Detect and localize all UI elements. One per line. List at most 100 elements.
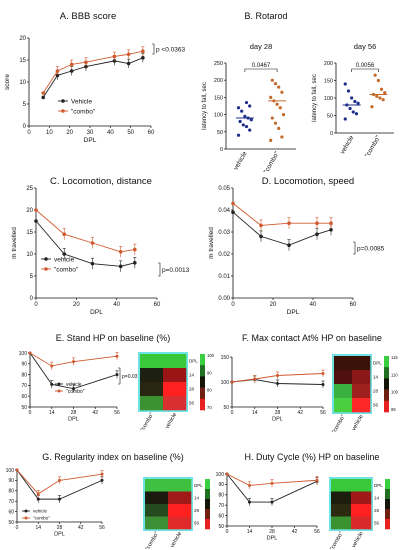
legend-marker-G (24, 516, 28, 520)
x-tick-label-F: 28 (275, 410, 281, 416)
data-point-B1 (249, 118, 253, 122)
chart-title-G: G. Regularity index on baseline (%) (42, 452, 184, 462)
data-point-B2 (356, 101, 360, 105)
heatmap-cell-E_heat (163, 368, 187, 383)
data-point-A (141, 49, 145, 53)
x-tick-label-D: 0 (231, 302, 235, 308)
data-point-D (287, 221, 291, 225)
data-point-F (253, 377, 257, 381)
x-tick-label-H: 42 (292, 529, 298, 535)
heatmap-x-label-E_heat: "combo" (140, 412, 155, 433)
data-point-G (58, 497, 61, 501)
heatmap-cell-E_heat (140, 354, 164, 369)
heatmap-row-label-E_heat: 28 (189, 387, 195, 392)
y-tick-label-B2: 0 (330, 131, 333, 137)
y-tick-label-G: 90 (8, 478, 14, 484)
colorbar-segment-E_heat (200, 354, 205, 366)
data-point-B1 (248, 104, 252, 108)
y-tick-label-G: 50 (8, 520, 14, 526)
data-point-B2 (376, 78, 380, 83)
x-tick-label-H: 28 (269, 529, 275, 535)
y-axis-label-A: score (4, 74, 11, 90)
heatmap-row-label-E_heat: 56 (189, 401, 195, 406)
data-point-B2 (354, 112, 359, 116)
data-point-C (62, 252, 67, 256)
y-axis-label-B2: latency to fall, sec (312, 74, 318, 122)
data-point-D (259, 234, 263, 239)
heatmap-cell-H_heat (331, 479, 352, 492)
colorbar-segment-F_heat (384, 356, 389, 368)
data-point-B2 (375, 94, 379, 98)
colorbar-segment-H_heat (385, 499, 390, 510)
data-point-E (50, 382, 54, 386)
y-tick-label-H: 60 (218, 513, 224, 519)
data-point-C (90, 261, 95, 266)
colorbar-label-E_heat: 100 (207, 353, 215, 358)
colorbar-segment-H_heat (385, 509, 390, 520)
x-tick-label-E: 42 (92, 410, 98, 416)
data-point-B1 (270, 78, 274, 82)
data-point-B1 (273, 82, 278, 86)
data-point-A (84, 60, 88, 64)
data-point-B1 (244, 125, 249, 129)
data-point-B2 (373, 73, 377, 77)
data-point-B1 (275, 102, 279, 106)
data-point-C (62, 232, 67, 236)
significance-bracket-B1 (244, 68, 278, 72)
y-tick-label-E: 100 (19, 351, 28, 357)
data-point-B1 (281, 113, 286, 117)
heatmap-cell-E_heat (163, 354, 187, 369)
y-tick-label-C: 20 (26, 208, 33, 214)
colorbar-segment-G_heat (205, 499, 210, 510)
y-tick-label-D: 0.05 (218, 186, 230, 192)
y-tick-label-H: 100 (216, 472, 225, 478)
data-point-A (141, 56, 145, 60)
data-point-B2 (379, 87, 384, 91)
legend-marker-C (44, 257, 48, 261)
colorbar-segment-E_heat (200, 398, 205, 411)
colorbar-segment-G_heat (205, 479, 210, 490)
heatmap-x-label-G_heat: "combo" (145, 531, 160, 550)
y-tick-label-B1: 250 (214, 61, 223, 67)
data-point-B2 (383, 91, 387, 95)
heatmap-row-label-G_heat: 28 (194, 508, 200, 513)
x-tick-label-F: 14 (252, 410, 258, 416)
y-tick-label-C: 25 (26, 186, 33, 192)
y-tick-label-B2: 150 (324, 79, 333, 85)
heatmap-cell-F_heat (352, 398, 371, 413)
x-tick-label-D: 20 (270, 302, 277, 308)
heatmap-cell-H_heat (351, 479, 372, 492)
y-tick-label-C: 15 (26, 230, 33, 236)
y-tick-label-A: 15 (19, 58, 26, 64)
data-point-B1 (269, 95, 273, 99)
data-point-B1 (243, 114, 247, 118)
y-tick-label-F: 100 (221, 380, 230, 386)
data-point-E (50, 364, 54, 368)
series-line-G-0 (16, 469, 103, 500)
data-point-A (126, 61, 131, 66)
y-tick-label-E: 60 (21, 394, 27, 400)
colorbar-segment-G_heat (205, 509, 210, 520)
chart-title-D: D. Locomotion, speed (262, 176, 354, 187)
heatmap-row-label-H_heat: 28 (374, 508, 380, 513)
p-value-B2: 0.0056 (356, 63, 375, 69)
x-tick-label-G: 0 (16, 525, 19, 531)
y-tick-label-D: 0.01 (218, 274, 230, 280)
heatmap-x-label-F_heat: "combo" (331, 414, 346, 435)
heatmap-cell-G_heat (168, 491, 192, 505)
y-tick-label-H: 50 (218, 524, 224, 530)
colorbar-segment-E_heat (200, 365, 205, 377)
x-tick-label-E: 0 (29, 410, 32, 416)
y-tick-label-D: 0.02 (218, 252, 230, 258)
x-axis-label-F: DPL (272, 417, 283, 423)
data-point-E (28, 351, 32, 355)
chart-subtitle-B1: day 28 (250, 42, 273, 51)
y-tick-label-B1: 100 (214, 113, 223, 119)
data-point-B1 (248, 128, 252, 132)
data-point-D (315, 221, 319, 225)
p-value-E: p=0.037 (122, 374, 140, 380)
x-tick-label-A: 40 (107, 130, 114, 136)
data-point-D (231, 201, 235, 206)
data-point-C (34, 208, 38, 212)
y-tick-label-G: 60 (8, 509, 14, 515)
